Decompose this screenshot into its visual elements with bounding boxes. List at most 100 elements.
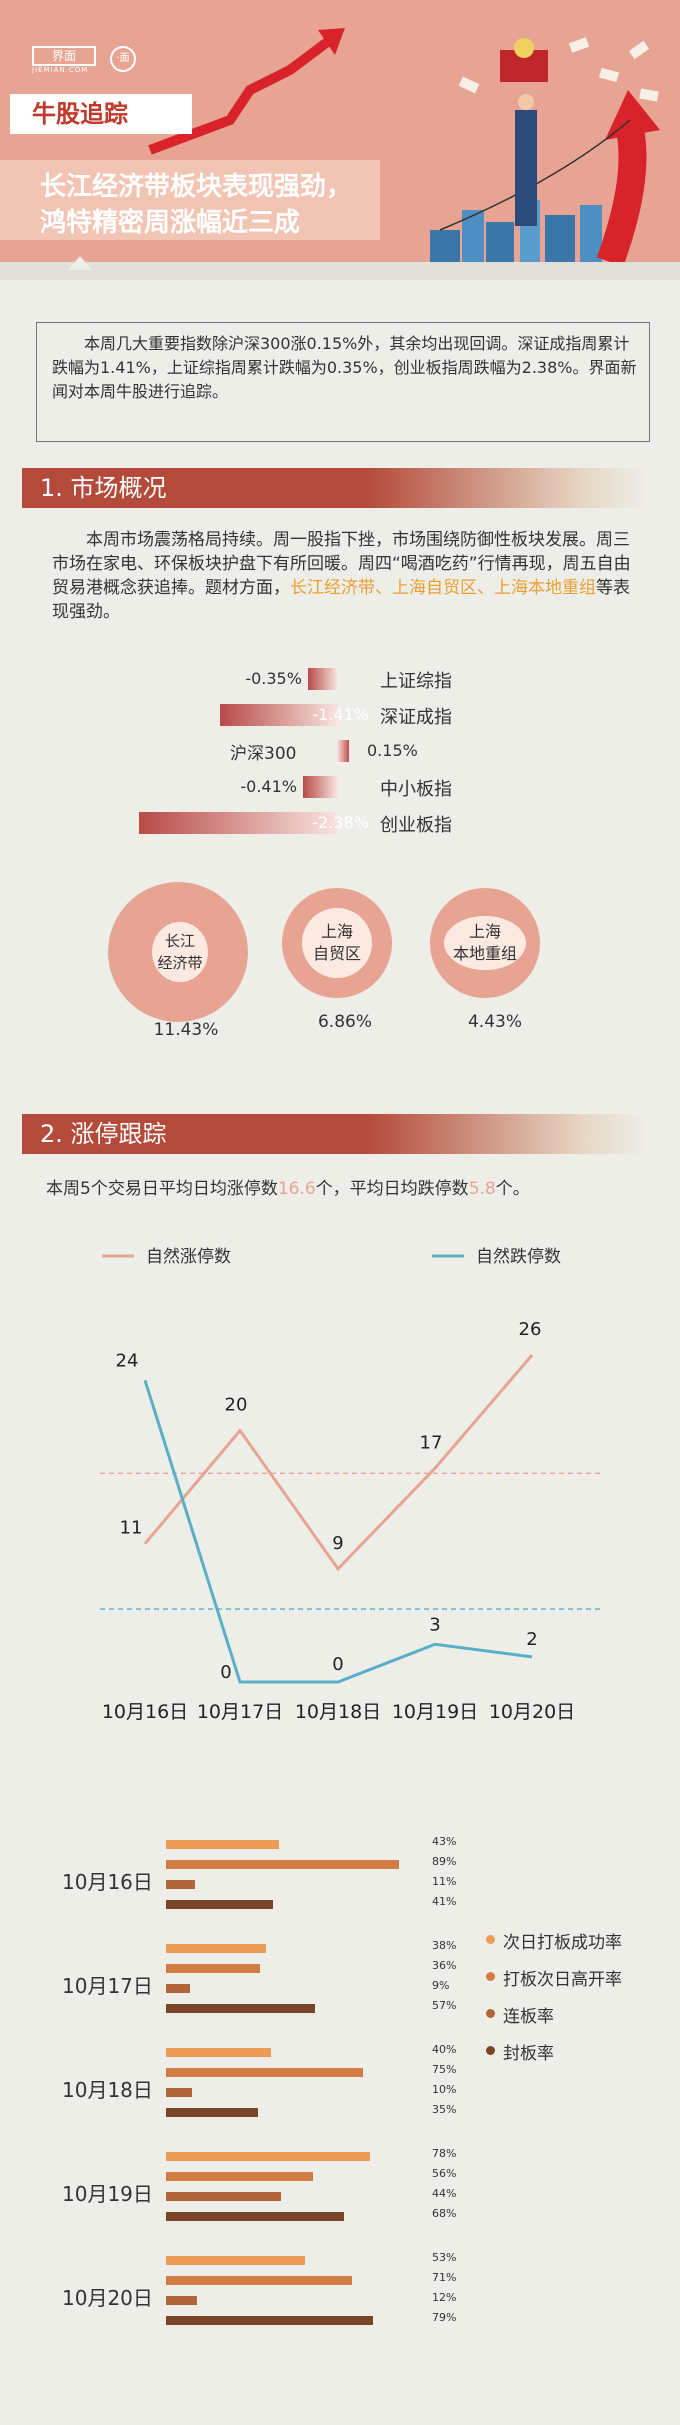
para-highlight: 长江经济带、上海自贸区、上海本地重组 xyxy=(290,578,596,598)
bar-date-label: 10月16日 xyxy=(62,1870,153,1894)
rate-value: 79% xyxy=(432,2311,457,2324)
x-tick-label: 10月19日 xyxy=(392,1701,478,1723)
index-bar xyxy=(219,704,337,726)
index-value: 0.15% xyxy=(367,741,418,760)
data-label: 26 xyxy=(519,1319,542,1340)
data-label: 20 xyxy=(225,1395,248,1416)
data-label: 9 xyxy=(332,1533,343,1554)
data-label: 0 xyxy=(220,1662,231,1683)
legend-dot xyxy=(486,1935,495,1944)
sector-name2: 自贸区 xyxy=(312,944,361,963)
x-tick-label: 10月20日 xyxy=(489,1701,575,1723)
legend-label: 连板率 xyxy=(503,2007,554,2027)
bar-date-label: 10月20日 xyxy=(62,2286,153,2310)
rate-value: 41% xyxy=(432,1895,457,1908)
legend-dot xyxy=(486,2046,495,2055)
headline-line2: 鸿特精密周涨幅近三成 xyxy=(40,208,301,238)
rate-value: 11% xyxy=(432,1875,457,1888)
rate-value: 68% xyxy=(432,2207,457,2220)
rate-value: 75% xyxy=(432,2063,457,2076)
rate-bar xyxy=(166,1900,274,1909)
summary-box xyxy=(36,322,650,442)
series-line xyxy=(143,1379,533,1684)
rate-bar xyxy=(166,2004,316,2013)
rate-bar xyxy=(166,2256,305,2265)
index-bar xyxy=(337,740,350,762)
data-label: 3 xyxy=(429,1614,440,1635)
index-name: 深证成指 xyxy=(380,707,452,728)
legend-dot xyxy=(486,2009,495,2018)
rate-value: 56% xyxy=(432,2167,457,2180)
sector-circle-ftz: 上海 自贸区 xyxy=(282,888,392,998)
rate-value: 57% xyxy=(432,1999,457,2012)
sector-name1: 上海 xyxy=(468,922,501,941)
legend-label: 封板率 xyxy=(503,2044,554,2064)
sector-circle-changjiang-label: 长江 经济带 xyxy=(152,922,208,982)
rate-bar xyxy=(166,2296,198,2305)
column-tag: 牛股追踪 xyxy=(10,94,192,134)
sector-circle-reorg: 上海 本地重组 xyxy=(430,888,540,998)
rate-value: 53% xyxy=(432,2251,457,2264)
data-label: 11 xyxy=(120,1518,143,1539)
rate-bar xyxy=(166,2108,258,2117)
index-name: 沪深300 xyxy=(230,744,297,764)
limit-up-intro: 本周5个交易日平均日均涨停数16.6个，平均日均跌停数5.8个。 xyxy=(46,1174,656,1199)
rate-bar xyxy=(166,2316,373,2325)
badge-icon: ·面 xyxy=(110,46,136,72)
sector-pct-ftz: 6.86% xyxy=(317,1012,372,1032)
rate-value: 44% xyxy=(432,2187,457,2200)
rate-bar xyxy=(166,2088,193,2097)
bar-date-label: 10月19日 xyxy=(62,2182,153,2206)
board-rate-bar-chart: 10月16日 43% 89% 11% 41% 10月17日 38% 36% 9% 57% 10月18… xyxy=(0,1820,680,2340)
intro-value-up: 16.6 xyxy=(277,1179,316,1199)
rate-value: 9% xyxy=(432,1979,450,1992)
rate-bar xyxy=(166,1964,261,1973)
rate-bar xyxy=(166,2068,363,2077)
index-bar xyxy=(302,776,337,798)
rate-bar xyxy=(166,2212,345,2221)
limit-line-chart: 自然涨停数 自然跌停数 11 20 9 17 26 24 0 0 3 2 10月16日 10月17日 10月… xyxy=(100,1247,600,1723)
header-bottom-strip xyxy=(0,262,680,280)
index-name: 创业板指 xyxy=(380,815,452,836)
header-banner: 界面 JIEMIAN.COM ·面 牛股追踪 长江经济带板块表现强劲， 鸿特精密… xyxy=(0,0,680,280)
index-name: 上证综指 xyxy=(380,671,452,692)
header-illustration xyxy=(148,28,660,267)
section2-bar xyxy=(22,1114,648,1154)
legend-label: 自然涨停数 xyxy=(146,1247,231,1267)
x-tick-label: 10月16日 xyxy=(102,1701,188,1723)
rate-bar xyxy=(166,1840,279,1849)
section2-title: 2. 涨停跟踪 xyxy=(40,1120,167,1148)
rate-value: 40% xyxy=(432,2043,457,2056)
intro-text-b: 个，平均日均跌停数 xyxy=(315,1179,469,1199)
data-label: 24 xyxy=(116,1350,139,1371)
bar-date-label: 10月18日 xyxy=(62,2078,153,2102)
rate-bar xyxy=(166,2048,271,2057)
rate-bar xyxy=(166,2276,353,2285)
headline-line1: 长江经济带板块表现强劲， xyxy=(40,172,353,202)
jiemian-logo-sub: JIEMIAN.COM xyxy=(32,66,89,74)
series-line xyxy=(143,1354,534,1572)
header-pointer-icon xyxy=(68,256,92,270)
index-bar xyxy=(307,668,337,690)
index-change-list: -0.35% 上证综指 -1.41% 深证成指 0.15% 沪深300 -0.41% 中小板指… xyxy=(0,660,680,860)
rate-bar xyxy=(166,2152,371,2161)
sector-circle-changjiang: 长江 经济带 xyxy=(108,882,248,1022)
sector-circle-reorg-label: 上海 本地重组 xyxy=(444,916,526,970)
market-overview-paragraph: 本周市场震荡格局持续。周一股指下挫，市场围绕防御性板块发展。周三市场在家电、环保… xyxy=(52,528,644,624)
rate-bar xyxy=(166,2192,282,2201)
index-value: -0.41% xyxy=(240,777,297,796)
rate-bar xyxy=(166,1944,266,1953)
sector-name1: 上海 xyxy=(320,922,353,941)
legend-dot xyxy=(486,1972,495,1981)
rate-value: 35% xyxy=(432,2103,457,2116)
para-text-a: 本周市场震荡格局持续。周一股指下挫，市场围绕防御性板块发展。周三市场在家电、环保… xyxy=(52,530,631,598)
intro-value-down: 5.8 xyxy=(468,1179,496,1199)
legend-label: 自然跌停数 xyxy=(476,1247,561,1267)
sector-name1: 长江 xyxy=(164,932,195,950)
x-tick-label: 10月18日 xyxy=(295,1701,381,1723)
rate-value: 38% xyxy=(432,1939,457,1952)
headline-backdrop xyxy=(0,160,380,240)
rate-bar xyxy=(166,1984,190,1993)
sector-name2: 本地重组 xyxy=(452,944,517,963)
rate-bar xyxy=(166,1880,195,1889)
